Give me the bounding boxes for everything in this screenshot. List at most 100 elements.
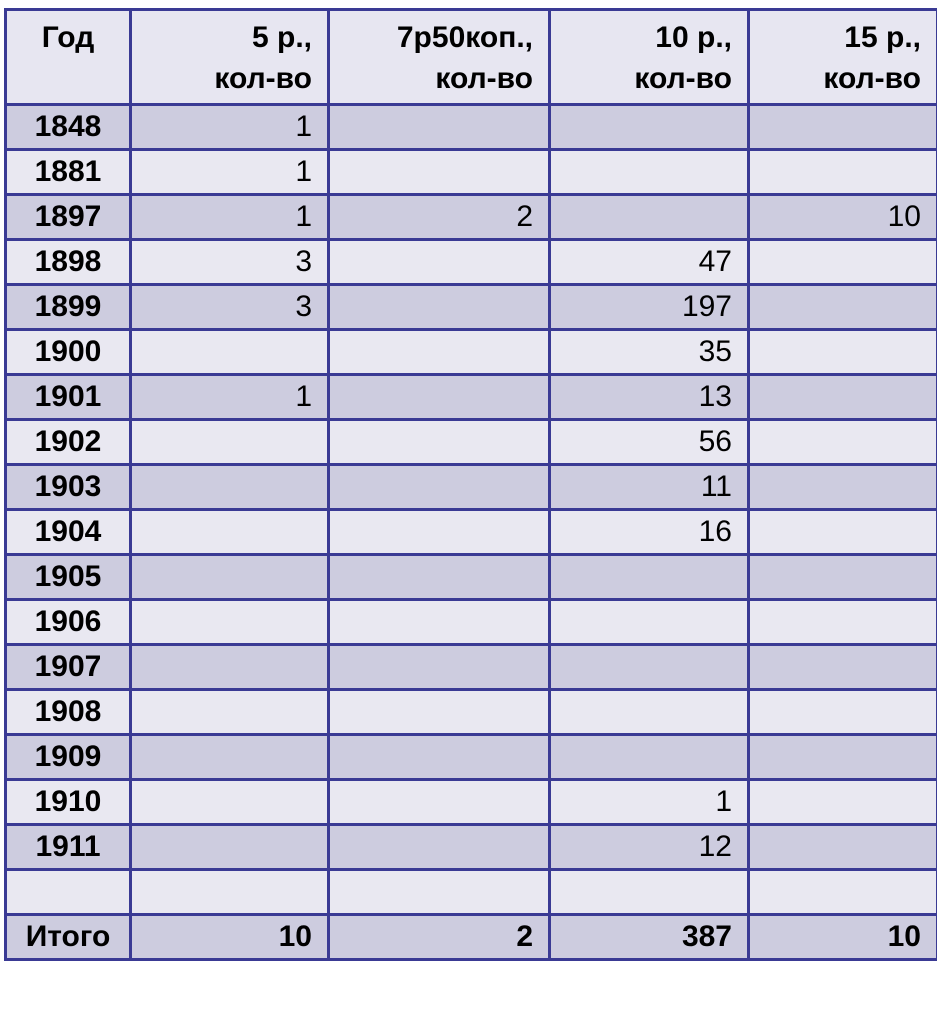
column-header: 10 р., кол-во	[548, 8, 750, 106]
column-header-line1: 10 р.,	[655, 21, 732, 54]
value-cell	[548, 148, 750, 196]
table-row-1909: 1909	[4, 733, 937, 781]
value-cell	[327, 643, 551, 691]
table-row-1904: 1904 16	[4, 508, 937, 556]
value-cell: 1	[129, 193, 330, 241]
value-cell	[129, 778, 330, 826]
value-cell	[548, 643, 750, 691]
value-cell: 12	[548, 823, 750, 871]
value-cell: 1	[129, 373, 330, 421]
value-cell	[747, 103, 937, 151]
year-cell: 1881	[4, 148, 132, 196]
value-cell	[327, 328, 551, 376]
year-cell	[4, 868, 132, 916]
value-cell	[327, 553, 551, 601]
value-cell	[747, 733, 937, 781]
year-cell: 1903	[4, 463, 132, 511]
empty-row	[4, 868, 937, 916]
value-cell	[327, 463, 551, 511]
value-cell: 56	[548, 418, 750, 466]
table-row-1907: 1907	[4, 643, 937, 691]
value-cell	[548, 598, 750, 646]
table-row-1900: 1900 35	[4, 328, 937, 376]
value-cell: 35	[548, 328, 750, 376]
value-cell	[548, 103, 750, 151]
value-cell	[327, 238, 551, 286]
value-cell	[747, 778, 937, 826]
value-cell: 10	[747, 193, 937, 241]
value-cell	[327, 598, 551, 646]
year-cell: 1897	[4, 193, 132, 241]
value-cell	[129, 733, 330, 781]
total-value-cell: 10	[747, 913, 937, 961]
total-value-cell: 2	[327, 913, 551, 961]
value-cell	[327, 823, 551, 871]
value-cell: 16	[548, 508, 750, 556]
value-cell	[747, 643, 937, 691]
table-row-1905: 1905	[4, 553, 937, 601]
value-cell	[548, 868, 750, 916]
value-cell: 1	[129, 148, 330, 196]
column-header-line1: 15 р.,	[844, 21, 921, 54]
year-cell: 1901	[4, 373, 132, 421]
table-row-1881: 1881 1	[4, 148, 937, 196]
value-cell	[747, 598, 937, 646]
year-cell: 1899	[4, 283, 132, 331]
table-row-1897: 1897 1 2 10	[4, 193, 937, 241]
column-header-line2: кол-во	[634, 62, 732, 96]
table-row-1902: 1902 56	[4, 418, 937, 466]
value-cell: 1	[129, 103, 330, 151]
value-cell: 2	[327, 193, 551, 241]
value-cell	[129, 508, 330, 556]
value-cell	[548, 193, 750, 241]
value-cell	[327, 418, 551, 466]
value-cell	[327, 148, 551, 196]
value-cell	[747, 238, 937, 286]
value-cell	[747, 868, 937, 916]
value-cell	[129, 418, 330, 466]
year-cell: 1905	[4, 553, 132, 601]
value-cell	[327, 103, 551, 151]
table-row-1903: 1903 11	[4, 463, 937, 511]
coin-denomination-table: Год 5 р., кол-во 7р50коп., кол-во 10 р., кол-в…	[4, 8, 937, 961]
value-cell	[129, 598, 330, 646]
value-cell	[747, 418, 937, 466]
total-label-cell: Итого	[4, 913, 132, 961]
value-cell	[747, 283, 937, 331]
year-cell: 1907	[4, 643, 132, 691]
value-cell	[747, 328, 937, 376]
column-header-line2: кол-во	[435, 62, 533, 96]
table-row-1848: 1848 1	[4, 103, 937, 151]
value-cell	[548, 733, 750, 781]
value-cell	[747, 463, 937, 511]
table-row-1911: 1911 12	[4, 823, 937, 871]
value-cell	[129, 553, 330, 601]
value-cell	[129, 463, 330, 511]
total-value-cell: 10	[129, 913, 330, 961]
table-row-1898: 1898 3 47	[4, 238, 937, 286]
value-cell: 47	[548, 238, 750, 286]
value-cell: 1	[548, 778, 750, 826]
header-row: Год 5 р., кол-во 7р50коп., кол-во 10 р., кол-в…	[4, 8, 937, 106]
value-cell	[327, 373, 551, 421]
column-header-line2: кол-во	[823, 62, 921, 96]
table-row-1901: 1901 1 13	[4, 373, 937, 421]
column-header-line1: 7р50коп.,	[396, 21, 533, 54]
value-cell: 11	[548, 463, 750, 511]
column-header: 7р50коп., кол-во	[327, 8, 551, 106]
column-header: 15 р., кол-во	[747, 8, 937, 106]
value-cell	[327, 508, 551, 556]
column-header-line2: кол-во	[214, 62, 312, 96]
year-cell: 1900	[4, 328, 132, 376]
year-cell: 1898	[4, 238, 132, 286]
value-cell	[747, 553, 937, 601]
column-header: 5 р., кол-во	[129, 8, 330, 106]
year-cell: 1910	[4, 778, 132, 826]
value-cell	[548, 688, 750, 736]
value-cell: 3	[129, 283, 330, 331]
value-cell	[129, 328, 330, 376]
year-cell: 1904	[4, 508, 132, 556]
year-cell: 1906	[4, 598, 132, 646]
total-value-cell: 387	[548, 913, 750, 961]
value-cell	[129, 868, 330, 916]
